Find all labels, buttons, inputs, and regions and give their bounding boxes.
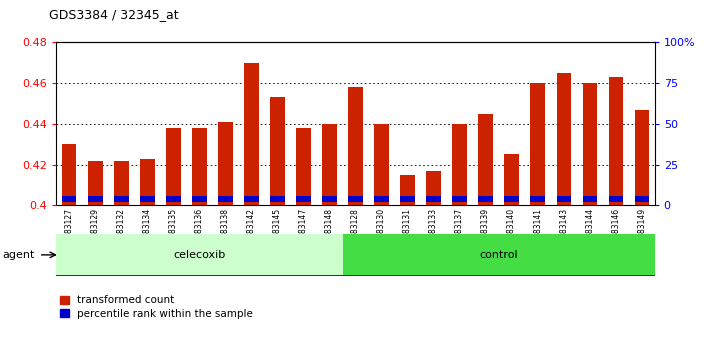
Bar xyxy=(62,144,77,205)
Bar xyxy=(244,63,258,205)
Bar xyxy=(401,196,415,202)
Bar xyxy=(166,128,180,205)
Bar xyxy=(296,196,310,202)
Bar xyxy=(114,196,129,202)
Bar xyxy=(244,196,258,202)
Bar xyxy=(375,124,389,205)
Bar xyxy=(608,196,623,202)
Text: agent: agent xyxy=(2,250,34,260)
Bar xyxy=(140,159,155,205)
Bar xyxy=(556,73,571,205)
Bar xyxy=(453,124,467,205)
Bar xyxy=(270,97,284,205)
Bar xyxy=(375,196,389,202)
Text: celecoxib: celecoxib xyxy=(173,250,225,260)
Bar xyxy=(348,87,363,205)
Bar xyxy=(608,77,623,205)
Bar xyxy=(348,196,363,202)
Bar xyxy=(479,196,493,202)
Legend: transformed count, percentile rank within the sample: transformed count, percentile rank withi… xyxy=(61,296,253,319)
Bar xyxy=(343,234,655,275)
Bar xyxy=(296,128,310,205)
Bar xyxy=(582,196,597,202)
Bar xyxy=(634,110,649,205)
Bar xyxy=(140,196,155,202)
Bar xyxy=(556,196,571,202)
Bar xyxy=(427,196,441,202)
Bar xyxy=(401,175,415,205)
Bar xyxy=(56,234,343,275)
Bar xyxy=(505,154,519,205)
Bar xyxy=(192,128,206,205)
Bar xyxy=(192,196,206,202)
Bar xyxy=(88,161,103,205)
Bar xyxy=(218,122,232,205)
Text: control: control xyxy=(479,250,518,260)
Bar xyxy=(322,124,337,205)
Bar xyxy=(322,196,337,202)
Bar xyxy=(270,196,284,202)
Bar xyxy=(166,196,180,202)
Bar xyxy=(582,83,597,205)
Bar xyxy=(634,196,649,202)
Bar xyxy=(531,196,545,202)
Text: GDS3384 / 32345_at: GDS3384 / 32345_at xyxy=(49,8,179,21)
Bar xyxy=(453,196,467,202)
Bar xyxy=(88,196,103,202)
Bar xyxy=(531,83,545,205)
Bar xyxy=(479,114,493,205)
Bar xyxy=(62,196,77,202)
Bar xyxy=(114,161,129,205)
Bar xyxy=(218,196,232,202)
Bar xyxy=(427,171,441,205)
Bar xyxy=(505,196,519,202)
